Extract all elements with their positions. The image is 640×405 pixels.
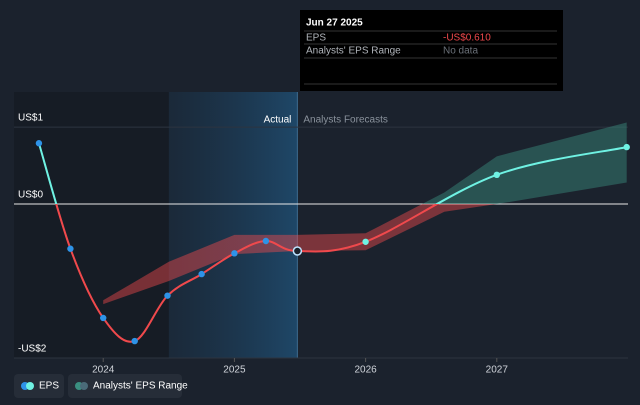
eps-point [67, 245, 74, 252]
tooltip: Jun 27 2025 EPS -US$0.610 Analysts' EPS Ran… [300, 10, 563, 91]
actual-label: Actual [264, 115, 292, 126]
eps-point [362, 238, 369, 245]
tooltip-box [300, 10, 563, 91]
eps-point [231, 250, 238, 257]
eps-point [292, 246, 303, 256]
legend-label: EPS [39, 381, 59, 392]
legend-swatch [80, 382, 88, 390]
y-tick-label: -US$2 [18, 344, 47, 355]
eps-line [37, 142, 627, 343]
legend-item[interactable]: Analysts' EPS Range [68, 374, 188, 398]
tooltip-row-value: No data [443, 46, 478, 57]
eps-point [131, 337, 138, 345]
eps-point [35, 140, 43, 147]
eps-point [262, 237, 270, 245]
legend-box [14, 374, 64, 398]
x-tick-label: 2024 [92, 365, 115, 376]
legend-swatch [26, 382, 34, 390]
x-tick-label: 2026 [354, 365, 377, 376]
eps-point [493, 171, 501, 179]
forecast-label: Analysts Forecasts [303, 115, 387, 126]
legend-label: Analysts' EPS Range [93, 381, 188, 392]
eps-point [100, 314, 107, 322]
eps-point [198, 270, 205, 278]
x-tick-label: 2027 [486, 365, 509, 376]
x-tick-label: 2025 [223, 365, 246, 376]
eps-point [623, 143, 630, 151]
tooltip-date: Jun 27 2025 [306, 18, 363, 29]
tooltip-row-value: -US$0.610 [443, 33, 491, 44]
tooltip-row-label: EPS [306, 33, 326, 44]
past-region [14, 92, 169, 358]
eps-point [164, 292, 171, 299]
hover-highlight [168, 92, 298, 358]
y-tick-label: US$0 [18, 190, 43, 201]
tooltip-row-label: Analysts' EPS Range [306, 46, 401, 57]
legend-box [68, 374, 182, 398]
eps-range-band [103, 122, 627, 305]
legend-item[interactable]: EPS [14, 374, 64, 398]
y-tick-label: US$1 [18, 113, 43, 124]
